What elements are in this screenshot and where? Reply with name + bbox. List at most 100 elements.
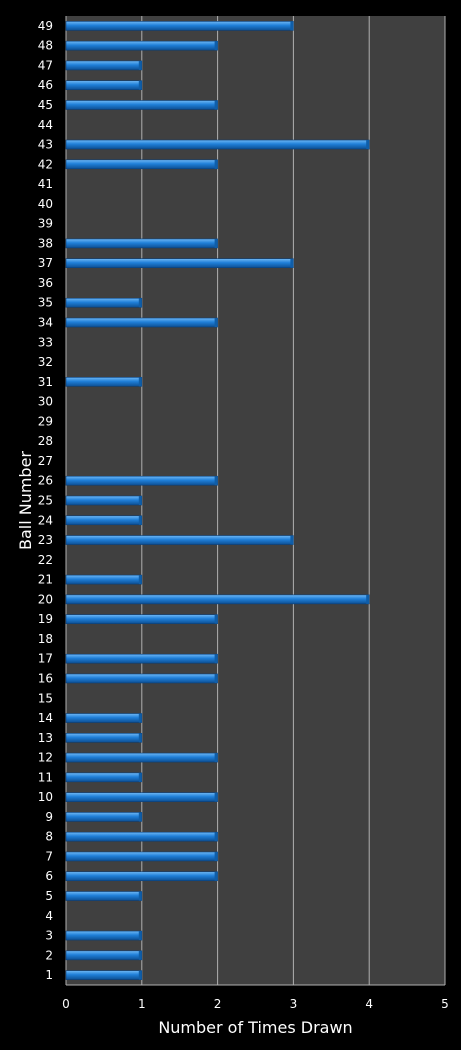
y-tick-label-38: 38 xyxy=(38,236,53,250)
x-tick-label-2: 2 xyxy=(214,997,222,1011)
y-tick-label-13: 13 xyxy=(38,731,53,745)
bar-end-ball-38 xyxy=(214,238,218,248)
y-tick-label-24: 24 xyxy=(38,513,53,527)
bar-end-ball-31 xyxy=(138,377,142,387)
bar-ball-11 xyxy=(65,772,143,783)
y-tick-label-39: 39 xyxy=(38,217,53,231)
bar-ball-45 xyxy=(65,100,218,110)
bar-ball-9 xyxy=(65,812,143,822)
y-tick-label-25: 25 xyxy=(38,494,53,508)
y-tick-label-45: 45 xyxy=(38,98,53,112)
grid-lines xyxy=(65,16,446,986)
bar-ball-31 xyxy=(65,377,143,387)
y-tick-label-20: 20 xyxy=(38,592,53,606)
bar-ball-12 xyxy=(65,752,218,763)
y-tick-label-47: 47 xyxy=(38,58,53,72)
y-tick-label-30: 30 xyxy=(38,395,53,409)
y-tick-label-44: 44 xyxy=(38,118,53,132)
y-tick-label-15: 15 xyxy=(38,691,53,705)
bar-end-ball-1 xyxy=(138,970,142,980)
bar-end-ball-12 xyxy=(214,753,218,763)
bar-ball-43 xyxy=(65,139,370,150)
bar-end-ball-26 xyxy=(214,476,218,486)
y-tick-label-16: 16 xyxy=(38,671,53,685)
bar-ball-6 xyxy=(65,871,218,882)
bar-ball-7 xyxy=(65,851,218,862)
y-tick-label-46: 46 xyxy=(38,78,53,92)
bar-ball-2 xyxy=(65,950,143,961)
bar-end-ball-48 xyxy=(214,41,218,51)
bar-end-ball-49 xyxy=(290,21,294,31)
bar-ball-19 xyxy=(65,614,218,624)
bar-ball-21 xyxy=(65,574,143,585)
y-tick-label-36: 36 xyxy=(38,276,53,290)
bar-end-ball-3 xyxy=(138,931,142,941)
bar-ball-47 xyxy=(65,60,143,71)
bar-end-ball-13 xyxy=(138,733,142,743)
y-tick-label-19: 19 xyxy=(38,612,53,626)
y-tick-label-8: 8 xyxy=(45,830,53,844)
bar-end-ball-37 xyxy=(290,258,294,268)
y-tick-label-7: 7 xyxy=(45,849,53,863)
bar-end-ball-10 xyxy=(214,792,218,802)
bar-end-ball-6 xyxy=(214,871,218,881)
bar-ball-26 xyxy=(65,475,218,486)
bar-ball-25 xyxy=(65,495,143,506)
x-tick-label-5: 5 xyxy=(441,997,449,1011)
bar-ball-17 xyxy=(65,653,218,664)
bar-ball-24 xyxy=(65,515,143,526)
y-tick-label-42: 42 xyxy=(38,157,53,171)
y-tick-label-31: 31 xyxy=(38,375,53,389)
y-tick-label-5: 5 xyxy=(45,889,53,903)
y-tick-label-27: 27 xyxy=(38,454,53,468)
bar-end-ball-5 xyxy=(138,891,142,901)
y-tick-label-43: 43 xyxy=(38,138,53,152)
bar-end-ball-23 xyxy=(290,535,294,545)
bar-end-ball-9 xyxy=(138,812,142,822)
y-tick-label-33: 33 xyxy=(38,335,53,349)
x-tick-label-4: 4 xyxy=(365,997,373,1011)
y-tick-label-32: 32 xyxy=(38,355,53,369)
y-tick-label-35: 35 xyxy=(38,296,53,310)
x-tick-label-1: 1 xyxy=(138,997,146,1011)
x-tick-label-3: 3 xyxy=(290,997,298,1011)
y-tick-label-26: 26 xyxy=(38,474,53,488)
bar-ball-5 xyxy=(65,891,143,901)
y-tick-label-1: 1 xyxy=(45,968,53,982)
y-tick-label-17: 17 xyxy=(38,652,53,666)
bar-ball-20 xyxy=(65,594,370,605)
y-tick-label-11: 11 xyxy=(38,770,53,784)
y-tick-label-6: 6 xyxy=(45,869,53,883)
y-tick-label-49: 49 xyxy=(38,19,53,33)
y-tick-label-28: 28 xyxy=(38,434,53,448)
y-tick-label-34: 34 xyxy=(38,316,53,330)
y-tick-label-23: 23 xyxy=(38,533,53,547)
bar-ball-49 xyxy=(65,21,294,31)
bar-ball-38 xyxy=(65,238,218,249)
bar-end-ball-19 xyxy=(214,614,218,624)
bar-ball-10 xyxy=(65,792,218,802)
y-tick-label-4: 4 xyxy=(45,909,53,923)
y-axis-title: Ball Number xyxy=(16,451,35,550)
y-tick-label-9: 9 xyxy=(45,810,53,824)
bar-ball-34 xyxy=(65,317,218,328)
bar-ball-1 xyxy=(65,970,143,980)
y-tick-label-22: 22 xyxy=(38,553,53,567)
y-tick-label-29: 29 xyxy=(38,414,53,428)
y-tick-label-12: 12 xyxy=(38,751,53,765)
bar-end-ball-35 xyxy=(138,298,142,308)
x-axis-title: Number of Times Drawn xyxy=(158,1018,352,1037)
x-tick-label-0: 0 xyxy=(62,997,70,1011)
bar-end-ball-45 xyxy=(214,100,218,110)
bar-end-ball-24 xyxy=(138,515,142,525)
bar-ball-48 xyxy=(65,40,218,51)
bar-ball-42 xyxy=(65,159,218,170)
bar-ball-3 xyxy=(65,930,143,941)
bar-ball-35 xyxy=(65,297,143,308)
bar-end-ball-34 xyxy=(214,318,218,328)
bar-end-ball-11 xyxy=(138,772,142,782)
bar-ball-46 xyxy=(65,80,143,91)
bar-end-ball-47 xyxy=(138,60,142,70)
y-tick-label-21: 21 xyxy=(38,573,53,587)
